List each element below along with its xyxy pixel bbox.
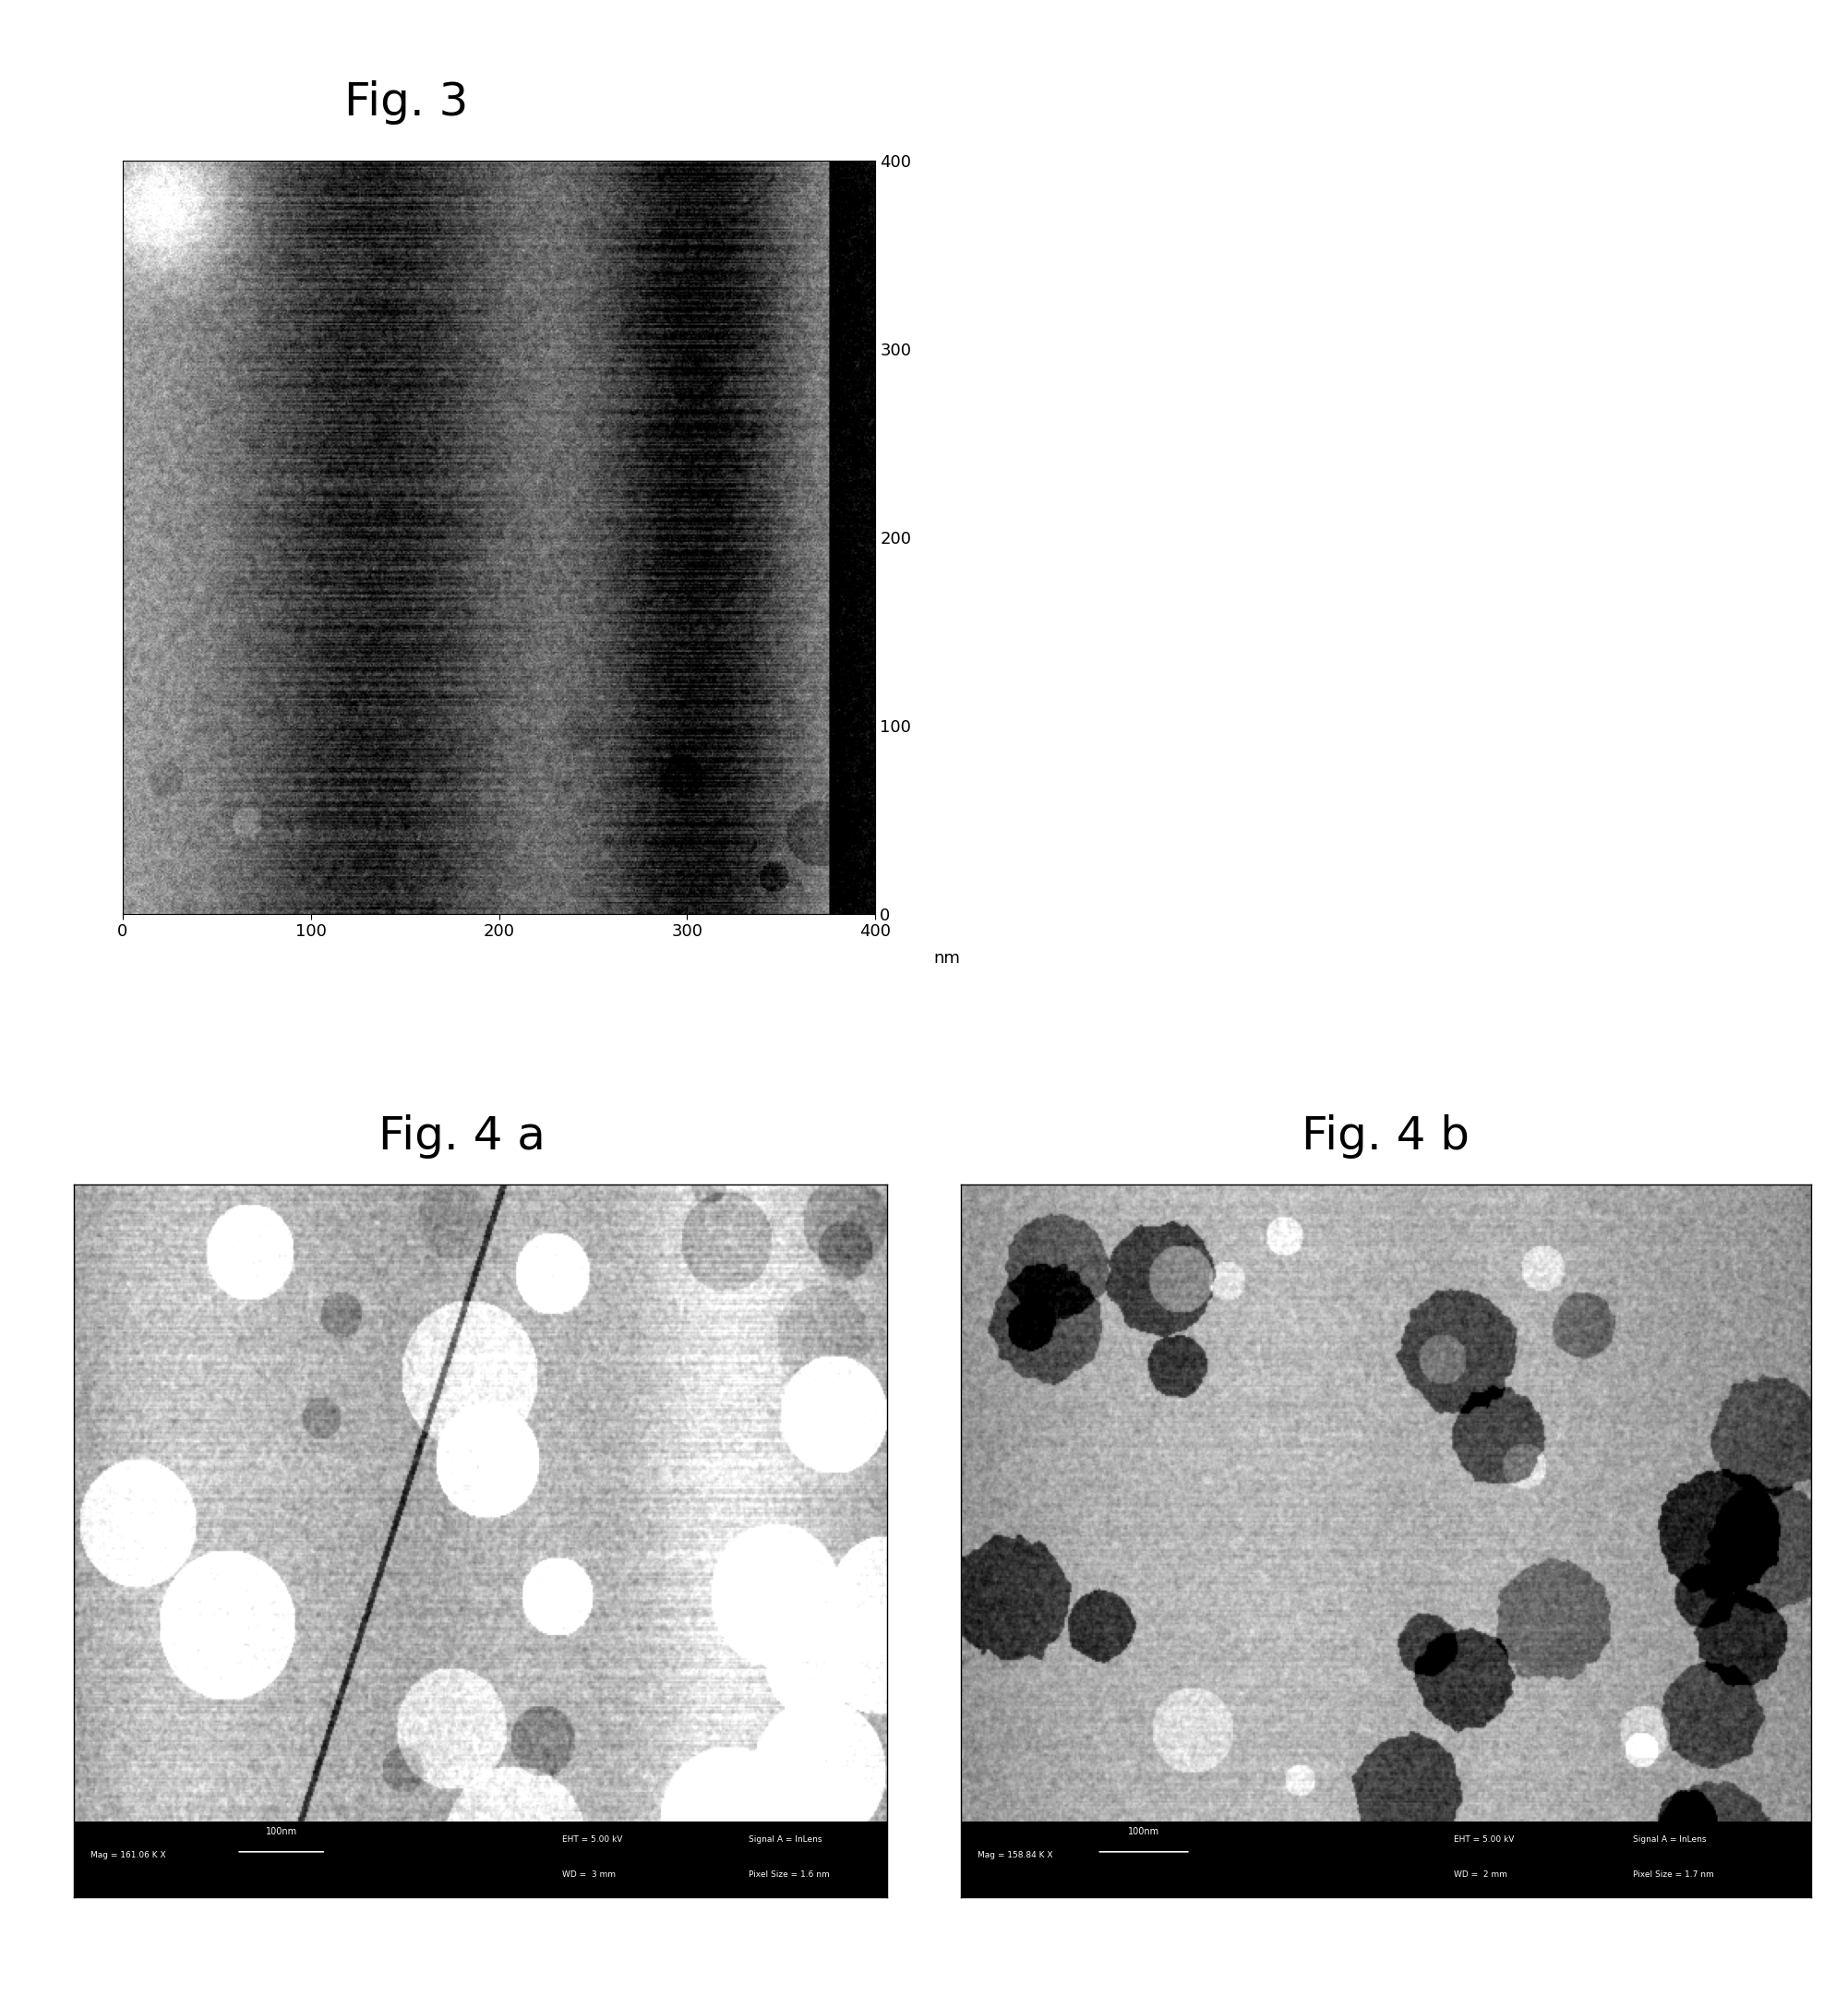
Text: nm: nm [933,950,959,966]
Text: EHT = 5.00 kV: EHT = 5.00 kV [562,1835,623,1843]
Text: Pixel Size = 1.6 nm: Pixel Size = 1.6 nm [748,1869,830,1879]
Text: Fig. 4 b: Fig. 4 b [1303,1114,1469,1159]
Text: Fig. 4 a: Fig. 4 a [379,1114,545,1159]
Text: Signal A = InLens: Signal A = InLens [748,1835,822,1843]
Text: Mag = 158.84 K X: Mag = 158.84 K X [978,1851,1053,1859]
Text: Pixel Size = 1.7 nm: Pixel Size = 1.7 nm [1632,1869,1713,1879]
Text: Fig. 3: Fig. 3 [344,80,469,124]
Text: 100nm: 100nm [266,1827,298,1837]
Text: 100nm: 100nm [1127,1827,1159,1837]
Text: WD =  3 mm: WD = 3 mm [562,1869,615,1879]
Text: EHT = 5.00 kV: EHT = 5.00 kV [1454,1835,1514,1843]
Text: Signal A = InLens: Signal A = InLens [1632,1835,1706,1843]
Text: Mag = 161.06 K X: Mag = 161.06 K X [91,1851,166,1859]
Text: WD =  2 mm: WD = 2 mm [1454,1869,1508,1879]
